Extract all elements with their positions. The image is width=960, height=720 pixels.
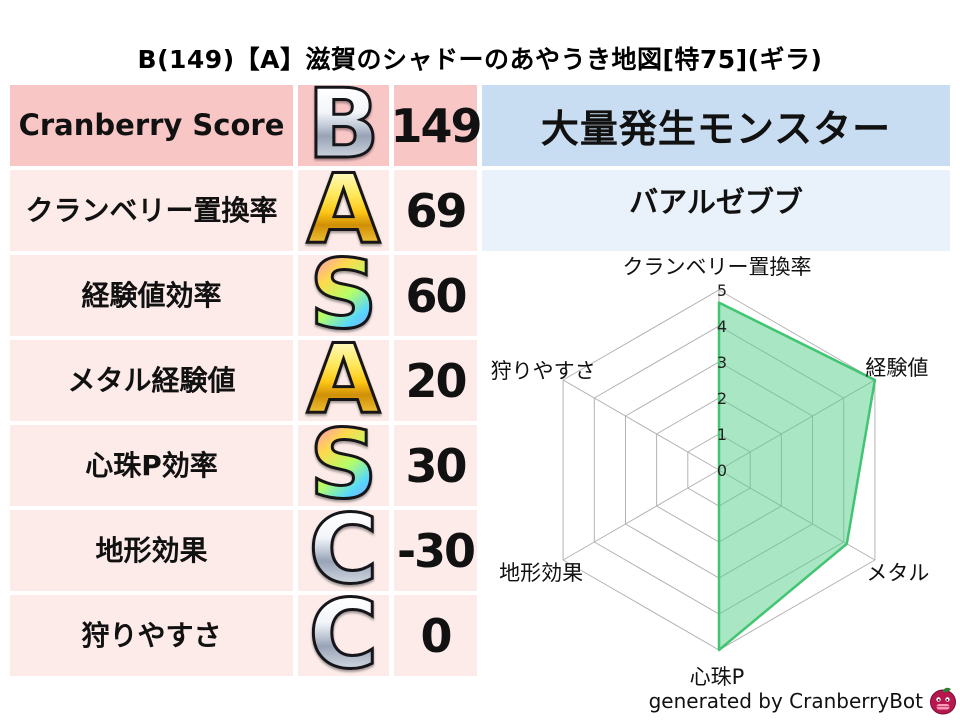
monster-name: バアルゼブブ — [482, 170, 950, 251]
grade-letter: C — [307, 580, 380, 690]
grade-badge-cell: B — [298, 70, 389, 180]
radar-tick-label: 4 — [717, 317, 727, 336]
stat-label-cell: メタル経験値 — [10, 340, 293, 421]
radar-tick-label: 0 — [717, 461, 727, 480]
monster-panel-header: 大量発生モンスター — [482, 85, 950, 166]
grade-letter: S — [308, 410, 379, 520]
radar-axis-label: クランベリー置換率 — [623, 255, 812, 279]
stat-value-cell: 60 — [394, 255, 477, 336]
stat-value-cell: 20 — [394, 340, 477, 421]
radar-axis-label: 地形効果 — [499, 561, 583, 585]
stat-value-cell: 69 — [394, 170, 477, 251]
radar-tick-label: 1 — [717, 425, 727, 444]
stat-label-cell: 狩りやすさ — [10, 595, 293, 676]
radar-axis-label: 狩りやすさ — [491, 359, 596, 383]
footer: generated by CranberryBot — [649, 686, 958, 716]
radar-axis-label: メタル — [866, 561, 929, 585]
grade-letter: B — [306, 70, 381, 180]
stat-value-cell: 149 — [390, 85, 483, 166]
stat-label-cell: クランベリー置換率 — [10, 170, 293, 251]
stat-value-cell: 0 — [394, 595, 477, 676]
stat-label-cell: 心珠P効率 — [10, 425, 293, 506]
stat-value-cell: -30 — [394, 510, 477, 591]
stats-table: Cranberry Score B 149 クランベリー置換率 A 69 経験値効率 S 60 メ… — [10, 70, 483, 690]
grade-badge-cell: A — [298, 155, 389, 265]
grade-letter: C — [307, 495, 380, 605]
grade-badge-cell: A — [298, 325, 389, 435]
grade-letter: A — [305, 155, 382, 265]
stat-label-cell: 地形効果 — [10, 510, 293, 591]
grade-badge-cell: C — [298, 580, 389, 690]
radar-tick-label: 3 — [717, 353, 727, 372]
radar-axis-label: 経験値 — [865, 356, 928, 380]
radar-grid-spoke — [562, 379, 720, 471]
stat-label-cell: Cranberry Score — [10, 85, 293, 166]
cranberry-bot-icon — [930, 687, 956, 715]
radar-tick-label: 2 — [717, 389, 727, 408]
grade-badge-cell: S — [298, 240, 389, 350]
radar-grid-spoke — [562, 469, 720, 561]
radar-tick-label: 5 — [717, 281, 727, 300]
radar-axis-label: 心珠P — [690, 665, 745, 689]
footer-credit: generated by CranberryBot — [648, 689, 923, 713]
grade-badge-cell: S — [298, 410, 389, 520]
radar-data-polygon — [717, 301, 877, 652]
grade-letter: A — [305, 325, 382, 435]
stat-value-cell: 30 — [394, 425, 477, 506]
grade-letter: S — [308, 240, 379, 350]
page-title: B(149)【A】滋賀のシャドーのあやうき地図[特75](ギラ) — [137, 45, 823, 74]
grade-badge-cell: C — [298, 495, 389, 605]
stat-label-cell: 経験値効率 — [10, 255, 293, 336]
